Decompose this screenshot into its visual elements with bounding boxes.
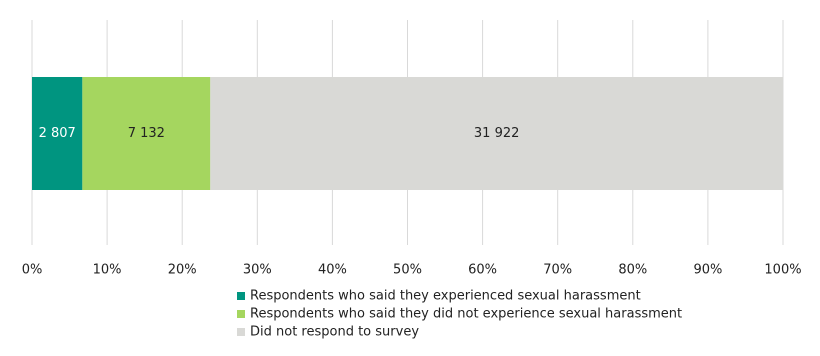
x-tick-label: 0% (22, 263, 43, 278)
legend-label: Respondents who said they experienced se… (250, 289, 641, 304)
data-label: 31 922 (474, 126, 520, 141)
x-tick-label: 60% (468, 263, 497, 278)
x-tick-label: 50% (393, 263, 422, 278)
bar-segment (32, 77, 83, 190)
x-tick-label: 20% (168, 263, 197, 278)
legend-swatch (237, 292, 245, 300)
legend-swatch (237, 328, 245, 336)
x-tick-label: 10% (93, 263, 122, 278)
x-tick-label: 100% (764, 263, 801, 278)
legend-swatch (237, 310, 245, 318)
x-tick-label: 90% (693, 263, 722, 278)
data-label: 2 807 (39, 126, 76, 141)
x-tick-label: 40% (318, 263, 347, 278)
x-tick-label: 70% (543, 263, 572, 278)
bar-segment (82, 77, 211, 190)
x-tick-label: 30% (243, 263, 272, 278)
legend-label: Respondents who said they did not experi… (250, 307, 682, 322)
bar-segment (210, 77, 783, 190)
data-label: 7 132 (128, 126, 165, 141)
legend-label: Did not respond to survey (250, 325, 419, 340)
x-tick-label: 80% (618, 263, 647, 278)
